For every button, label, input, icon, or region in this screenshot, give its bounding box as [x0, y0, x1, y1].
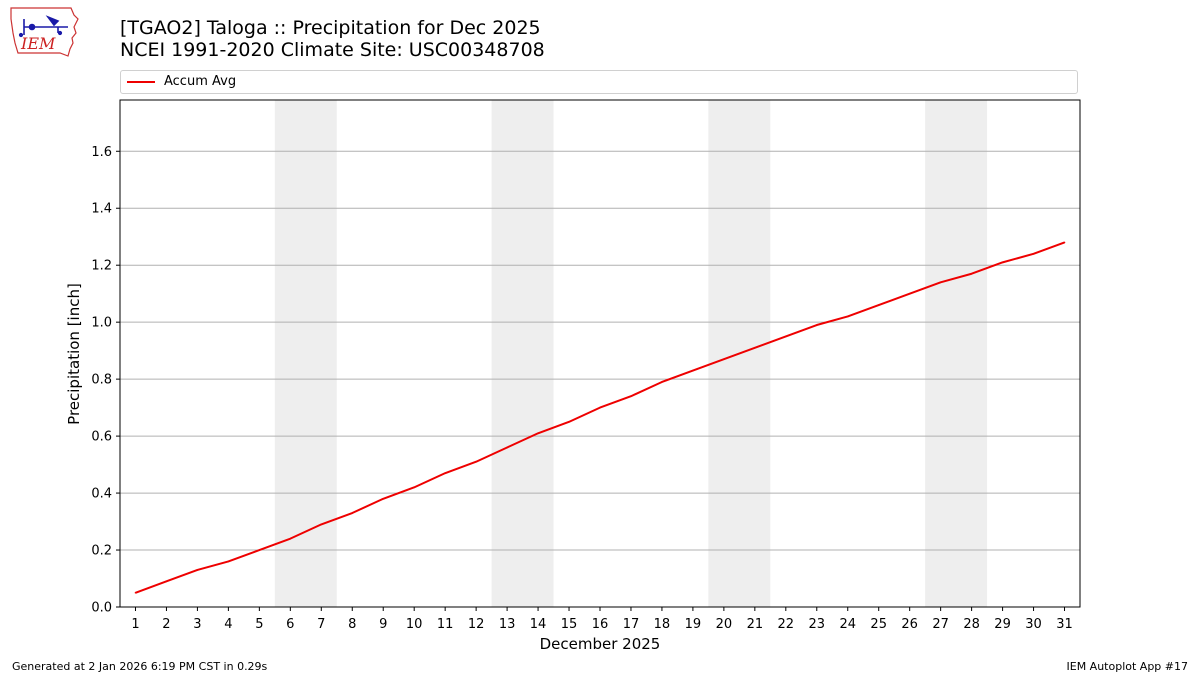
iem-logo-text: IEM [20, 34, 56, 53]
y-tick-label: 0.0 [91, 601, 112, 616]
data-point [289, 537, 292, 540]
x-tick-label: 19 [685, 617, 702, 632]
x-tick-label: 26 [901, 617, 918, 632]
x-tick-label: 11 [437, 617, 454, 632]
x-tick-label: 27 [932, 617, 949, 632]
x-tick-label: 31 [1056, 617, 1073, 632]
x-tick-label: 1 [131, 617, 139, 632]
data-point [506, 446, 508, 449]
data-point [165, 580, 168, 583]
y-tick-label: 1.2 [91, 259, 112, 274]
weekend-band-3 [925, 100, 988, 607]
x-tick-label: 15 [561, 617, 578, 632]
data-point [754, 347, 756, 349]
x-tick-label: 24 [839, 617, 856, 632]
data-point [475, 460, 477, 463]
x-tick-label: 12 [468, 617, 485, 632]
data-point [134, 591, 137, 594]
x-tick-label: 23 [809, 617, 826, 632]
data-point [413, 486, 415, 489]
chart-title-line2: NCEI 1991-2020 Climate Site: USC00348708 [120, 39, 545, 61]
x-tick-label: 14 [530, 617, 547, 632]
data-point [568, 421, 570, 423]
data-point [1032, 253, 1035, 255]
y-tick-label: 0.2 [91, 544, 112, 559]
y-tick-label: 0.6 [91, 430, 112, 445]
x-tick-label: 17 [623, 617, 640, 632]
y-tick-label: 1.4 [91, 202, 112, 217]
x-tick-label: 29 [994, 617, 1011, 632]
data-point [537, 432, 539, 435]
data-point [785, 335, 787, 338]
data-point [382, 497, 385, 500]
y-tick-label: 0.8 [91, 373, 112, 388]
y-tick-label: 1.6 [91, 145, 112, 160]
data-point [227, 560, 230, 563]
legend-line-swatch [127, 81, 155, 83]
x-tick-label: 18 [654, 617, 671, 632]
x-tick-label: 2 [162, 617, 170, 632]
x-tick-label: 9 [379, 617, 387, 632]
y-tick-label: 0.4 [91, 487, 112, 502]
x-tick-label: 30 [1025, 617, 1042, 632]
iowa-outline-icon [10, 7, 79, 57]
x-tick-label: 6 [286, 617, 294, 632]
x-tick-label: 3 [193, 617, 201, 632]
data-point [320, 523, 323, 526]
y-axis-label: Precipitation [inch] [65, 283, 83, 425]
data-point [630, 395, 632, 398]
x-tick-label: 7 [317, 617, 325, 632]
footer-app-label: IEM Autoplot App #17 [1066, 660, 1189, 673]
x-tick-label: 13 [499, 617, 516, 632]
data-point [846, 315, 849, 318]
legend-entry-accum-avg: Accum Avg [164, 74, 237, 89]
x-tick-label: 8 [348, 617, 356, 632]
x-tick-label: 5 [255, 617, 263, 632]
data-point [723, 358, 725, 360]
x-tick-label: 28 [963, 617, 980, 632]
x-tick-label: 25 [870, 617, 887, 632]
data-point [1001, 261, 1004, 264]
x-axis-label: December 2025 [540, 635, 661, 653]
chart-legend: Accum Avg [120, 70, 1078, 94]
data-point [1063, 241, 1066, 244]
data-point [908, 292, 911, 295]
chart-title-line1: [TGAO2] Taloga :: Precipitation for Dec … [120, 17, 541, 39]
weather-station-icon [18, 15, 68, 38]
x-tick-label: 20 [716, 617, 733, 632]
data-point [970, 272, 973, 275]
x-tick-label: 16 [592, 617, 609, 632]
weekend-band-1 [491, 100, 554, 607]
x-tick-label: 22 [778, 617, 795, 632]
x-tick-label: 10 [406, 617, 423, 632]
x-tick-label: 21 [747, 617, 764, 632]
footer-generated-text: Generated at 2 Jan 2026 6:19 PM CST in 0… [12, 660, 268, 673]
y-tick-label: 1.0 [91, 316, 112, 331]
iem-logo: IEM [10, 7, 79, 57]
x-tick-label: 4 [224, 617, 232, 632]
data-point [815, 324, 818, 326]
data-point [692, 369, 694, 372]
data-point [351, 512, 354, 514]
data-point [661, 381, 663, 383]
data-point [877, 304, 880, 306]
data-point [939, 281, 942, 284]
data-point [599, 406, 601, 409]
data-point [258, 549, 261, 551]
data-point [444, 472, 446, 474]
data-point [196, 569, 199, 571]
